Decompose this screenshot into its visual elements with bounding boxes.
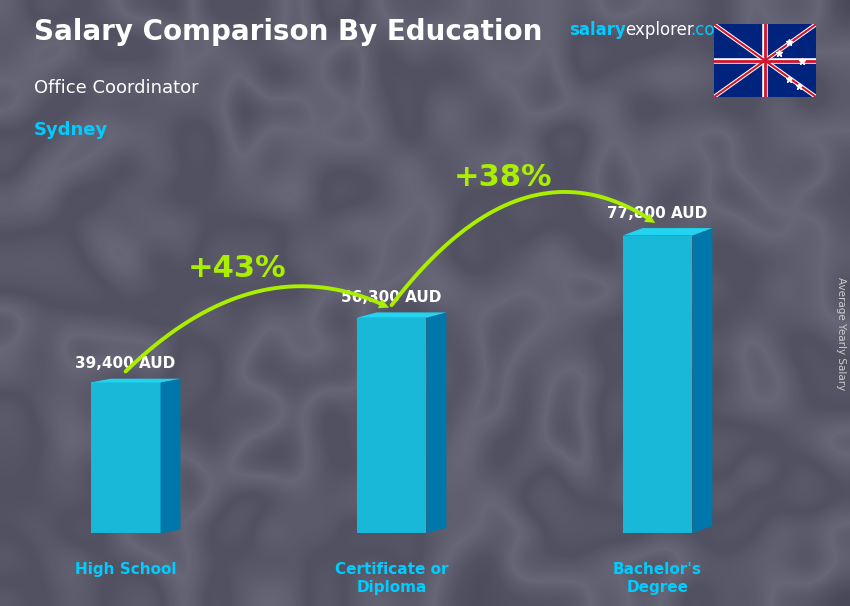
Polygon shape bbox=[622, 228, 712, 236]
Text: +43%: +43% bbox=[188, 254, 286, 283]
Polygon shape bbox=[161, 379, 180, 533]
Text: salary: salary bbox=[570, 21, 626, 39]
Text: Office Coordinator: Office Coordinator bbox=[34, 79, 199, 97]
Text: Salary Comparison By Education: Salary Comparison By Education bbox=[34, 18, 542, 46]
Text: +38%: +38% bbox=[454, 162, 552, 191]
Text: explorer: explorer bbox=[625, 21, 694, 39]
Text: 39,400 AUD: 39,400 AUD bbox=[76, 356, 176, 371]
Text: 56,300 AUD: 56,300 AUD bbox=[342, 290, 442, 305]
Text: Bachelor's
Degree: Bachelor's Degree bbox=[613, 562, 702, 594]
Polygon shape bbox=[427, 313, 446, 533]
Polygon shape bbox=[357, 318, 427, 533]
Polygon shape bbox=[693, 228, 712, 533]
Text: 77,800 AUD: 77,800 AUD bbox=[608, 206, 708, 221]
Polygon shape bbox=[91, 379, 180, 382]
Text: Sydney: Sydney bbox=[34, 121, 108, 139]
Polygon shape bbox=[91, 382, 161, 533]
Polygon shape bbox=[622, 236, 693, 533]
Text: Certificate or
Diploma: Certificate or Diploma bbox=[335, 562, 448, 594]
Text: .com: .com bbox=[690, 21, 731, 39]
Polygon shape bbox=[714, 24, 816, 97]
Text: Average Yearly Salary: Average Yearly Salary bbox=[836, 277, 846, 390]
Polygon shape bbox=[357, 313, 446, 318]
Text: High School: High School bbox=[75, 562, 176, 578]
